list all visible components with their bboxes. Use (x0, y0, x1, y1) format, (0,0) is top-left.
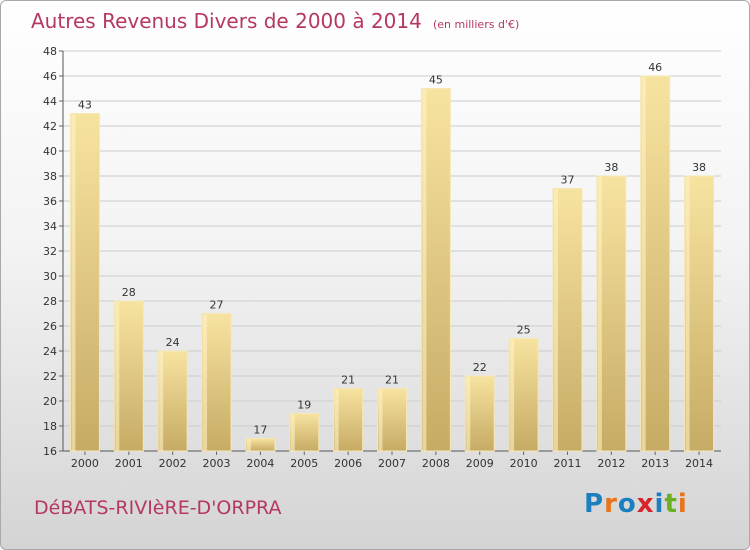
data-label: 21 (385, 374, 399, 387)
bar-highlight (510, 339, 515, 451)
x-tick-label: 2011 (553, 457, 581, 470)
logo-letter: P (584, 489, 605, 519)
bar-highlight (203, 314, 208, 451)
title-text: Autres Revenus Divers de 2000 à 2014 (31, 9, 422, 33)
bar (245, 438, 276, 452)
data-label: 28 (122, 286, 136, 299)
logo-letter: i (654, 489, 665, 519)
data-label: 45 (429, 74, 443, 87)
data-label: 38 (692, 161, 706, 174)
data-label: 19 (297, 399, 311, 412)
data-label: 27 (210, 299, 224, 312)
x-tick-label: 2004 (246, 457, 274, 470)
x-tick-label: 2001 (115, 457, 143, 470)
bar-highlight (71, 114, 76, 451)
x-tick-label: 2002 (159, 457, 187, 470)
x-tick-label: 2008 (422, 457, 450, 470)
y-tick-label: 16 (43, 445, 57, 458)
y-tick-label: 26 (43, 320, 57, 333)
bar-highlight (685, 177, 690, 451)
bar-highlight (597, 177, 602, 451)
unit-text: (en milliers d'€) (432, 18, 520, 31)
data-label: 37 (560, 174, 574, 187)
logo-letter: i (677, 489, 688, 519)
y-tick-label: 40 (43, 145, 57, 158)
y-tick-label: 38 (43, 170, 57, 183)
bar-highlight (378, 389, 383, 451)
x-tick-label: 2000 (71, 457, 99, 470)
bar-highlight (334, 389, 339, 451)
logo-letter: x (636, 489, 655, 519)
data-label: 43 (78, 99, 92, 112)
y-tick-label: 20 (43, 395, 57, 408)
data-label: 25 (517, 324, 531, 337)
data-label: 17 (253, 424, 267, 437)
x-tick-label: 2010 (510, 457, 538, 470)
bar-highlight (159, 352, 164, 451)
x-tick-label: 2003 (203, 457, 231, 470)
bar-highlight (466, 377, 471, 451)
x-tick-label: 2013 (641, 457, 669, 470)
data-label: 21 (341, 374, 355, 387)
x-tick-label: 2009 (466, 457, 494, 470)
y-tick-label: 48 (43, 45, 57, 58)
bars (69, 75, 715, 452)
y-tick-label: 46 (43, 70, 57, 83)
y-tick-label: 44 (43, 95, 57, 108)
labels: 16 18 20 22 24 26 28 30 32 34 36 38 40 42 44 46 48 43 2000… (43, 45, 713, 470)
y-tick-label: 42 (43, 120, 57, 133)
bar-highlight (553, 189, 558, 451)
x-tick-label: 2006 (334, 457, 362, 470)
data-label: 38 (604, 161, 618, 174)
data-label: 24 (166, 336, 180, 349)
logo-letter: t (664, 489, 678, 519)
bar-highlight (246, 439, 251, 451)
y-tick-label: 32 (43, 245, 57, 258)
y-tick-label: 30 (43, 270, 57, 283)
bar-highlight (422, 89, 427, 451)
y-tick-label: 36 (43, 195, 57, 208)
data-label: 46 (648, 61, 662, 74)
y-tick-label: 24 (43, 345, 57, 358)
y-tick-label: 18 (43, 420, 57, 433)
x-tick-label: 2014 (685, 457, 713, 470)
logo-letter: r (604, 489, 618, 519)
chart-title: Autres Revenus Divers de 2000 à 2014 (en… (31, 9, 519, 33)
y-tick-label: 28 (43, 295, 57, 308)
bar-highlight (115, 302, 120, 451)
y-tick-label: 22 (43, 370, 57, 383)
proxiti-logo: Proxiti (584, 489, 688, 519)
x-tick-label: 2005 (290, 457, 318, 470)
bar-highlight (641, 77, 646, 451)
x-tick-label: 2012 (597, 457, 625, 470)
x-tick-label: 2007 (378, 457, 406, 470)
commune-name: DéBATS-RIVIèRE-D'ORPRA (34, 497, 282, 519)
y-tick-label: 34 (43, 220, 57, 233)
data-label: 22 (473, 361, 487, 374)
bar-highlight (290, 414, 295, 451)
logo-letter: o (617, 489, 637, 519)
